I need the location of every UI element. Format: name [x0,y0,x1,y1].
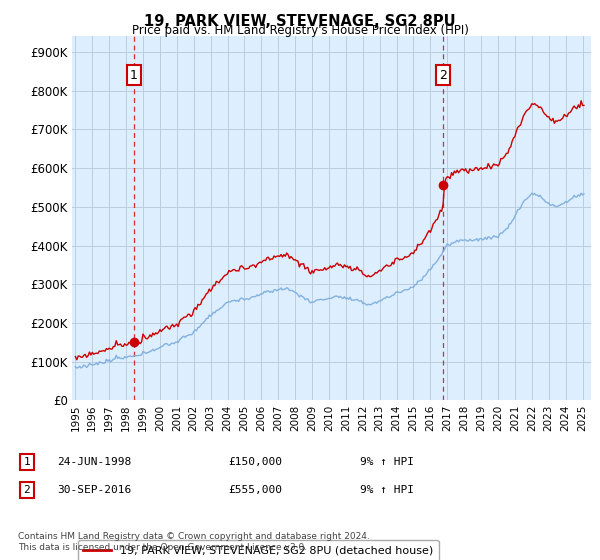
Text: 1: 1 [130,69,138,82]
Legend: 19, PARK VIEW, STEVENAGE, SG2 8PU (detached house), HPI: Average price, detached: 19, PARK VIEW, STEVENAGE, SG2 8PU (detac… [77,540,439,560]
Text: 2: 2 [23,485,31,495]
Text: Contains HM Land Registry data © Crown copyright and database right 2024.
This d: Contains HM Land Registry data © Crown c… [18,532,370,552]
Text: 9% ↑ HPI: 9% ↑ HPI [360,457,414,467]
Text: 24-JUN-1998: 24-JUN-1998 [57,457,131,467]
Text: 2: 2 [439,69,447,82]
Text: 30-SEP-2016: 30-SEP-2016 [57,485,131,495]
Text: Price paid vs. HM Land Registry's House Price Index (HPI): Price paid vs. HM Land Registry's House … [131,24,469,37]
Text: 19, PARK VIEW, STEVENAGE, SG2 8PU: 19, PARK VIEW, STEVENAGE, SG2 8PU [144,14,456,29]
Text: 1: 1 [23,457,31,467]
Text: £555,000: £555,000 [228,485,282,495]
Text: £150,000: £150,000 [228,457,282,467]
Text: 9% ↑ HPI: 9% ↑ HPI [360,485,414,495]
